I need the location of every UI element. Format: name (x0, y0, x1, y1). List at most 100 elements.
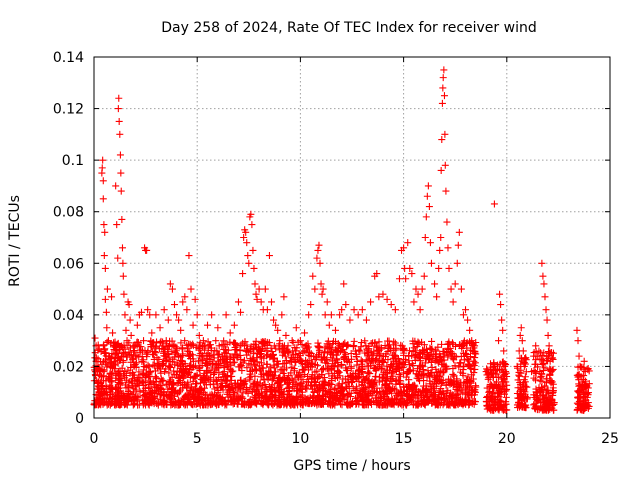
data-point (157, 337, 165, 345)
data-point (214, 324, 222, 332)
data-point (143, 246, 151, 254)
data-point (203, 368, 211, 376)
data-point (263, 360, 271, 368)
data-point (313, 254, 321, 262)
data-point (240, 234, 248, 241)
data-point (394, 364, 402, 372)
data-point (270, 316, 278, 324)
data-point (349, 384, 357, 392)
data-point (463, 339, 471, 347)
data-point (210, 354, 218, 362)
data-point (534, 352, 542, 360)
data-point (139, 358, 147, 366)
data-point (179, 344, 187, 352)
data-point (416, 354, 424, 362)
data-point (257, 385, 265, 393)
data-point (268, 298, 276, 306)
data-point (149, 361, 157, 369)
data-point (296, 355, 304, 363)
data-point (532, 385, 540, 393)
data-point (126, 316, 134, 324)
data-point (305, 311, 313, 319)
data-point (340, 280, 348, 288)
data-point (514, 394, 522, 402)
data-point (325, 400, 333, 408)
data-point (268, 348, 276, 356)
data-point (167, 376, 175, 384)
data-point (414, 290, 422, 298)
data-point (577, 373, 585, 381)
data-point (383, 366, 391, 374)
data-point (466, 326, 474, 334)
data-point (519, 347, 527, 355)
data-point (346, 316, 354, 324)
data-point (447, 285, 455, 293)
data-point (119, 370, 127, 378)
data-point (491, 370, 499, 378)
data-point (162, 337, 170, 345)
data-point (110, 395, 118, 403)
data-point (537, 387, 545, 395)
data-point (272, 392, 280, 400)
data-point (444, 344, 452, 352)
data-point (375, 338, 383, 346)
data-point (363, 345, 371, 353)
data-point (359, 373, 367, 381)
data-point (209, 351, 217, 359)
data-point (292, 394, 300, 402)
data-point (388, 398, 396, 406)
data-point (284, 342, 292, 350)
data-point (99, 177, 107, 185)
data-point (259, 382, 267, 390)
data-point (141, 391, 149, 399)
data-point (250, 264, 258, 272)
data-point (314, 246, 322, 254)
data-point (183, 341, 191, 349)
data-point (113, 221, 121, 229)
data-point (405, 347, 413, 355)
data-point (100, 346, 108, 354)
data-point (240, 356, 248, 364)
data-point (575, 352, 583, 360)
data-point (516, 390, 524, 398)
data-point (218, 383, 226, 391)
data-point (459, 311, 467, 319)
data-point (99, 342, 107, 350)
data-point (223, 376, 231, 384)
data-point (260, 376, 268, 384)
data-point (444, 244, 452, 252)
data-point (576, 381, 584, 389)
data-point (137, 343, 145, 351)
data-point (415, 354, 423, 362)
data-point (99, 377, 107, 385)
data-point (410, 298, 418, 306)
data-point (246, 384, 254, 392)
data-point (137, 308, 145, 316)
data-point (546, 357, 554, 365)
data-point (541, 293, 549, 301)
data-point (336, 348, 344, 356)
data-point (494, 393, 502, 401)
data-point (378, 364, 386, 372)
data-point (328, 377, 336, 385)
data-point (454, 400, 462, 408)
data-point (153, 389, 161, 397)
data-point (152, 311, 160, 319)
data-point (378, 357, 386, 365)
data-point (425, 203, 433, 211)
data-point (243, 351, 251, 359)
data-point (263, 395, 271, 403)
data-point (177, 339, 185, 347)
data-point (420, 369, 428, 377)
data-point (451, 280, 459, 288)
x-tick-label: 5 (193, 431, 202, 447)
data-point (129, 342, 137, 350)
data-point (356, 366, 364, 374)
data-point (440, 92, 448, 100)
data-point (173, 371, 181, 379)
data-point (107, 362, 115, 370)
data-point (114, 254, 122, 262)
data-point (426, 344, 434, 352)
data-point (121, 392, 129, 400)
data-point (358, 358, 366, 366)
